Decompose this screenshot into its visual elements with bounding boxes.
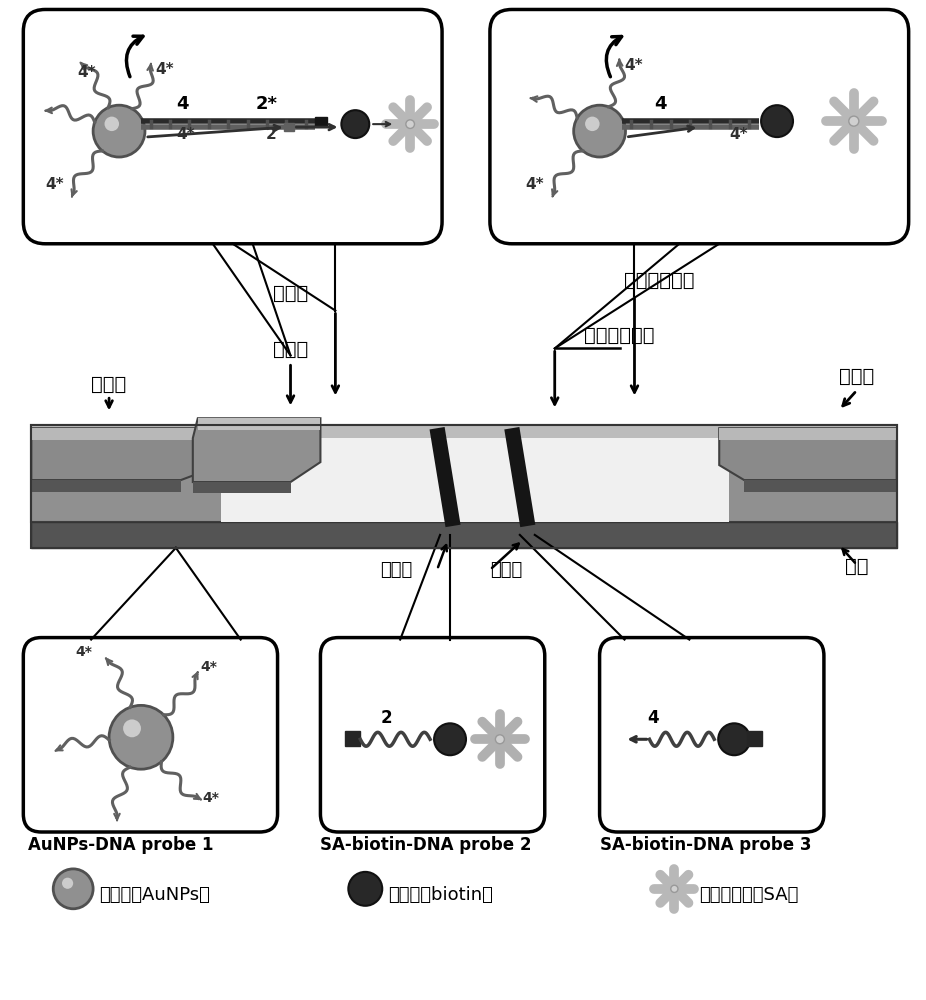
Text: 质控区: 质控区 bbox=[490, 561, 522, 579]
Circle shape bbox=[585, 117, 600, 131]
Text: 4*: 4* bbox=[201, 660, 218, 674]
Circle shape bbox=[342, 110, 369, 138]
Polygon shape bbox=[31, 428, 220, 480]
Text: SA-biotin-DNA probe 3: SA-biotin-DNA probe 3 bbox=[600, 836, 811, 854]
Text: 吸水纸: 吸水纸 bbox=[839, 367, 874, 386]
FancyBboxPatch shape bbox=[320, 638, 544, 832]
Bar bbox=[220, 438, 729, 522]
Bar bbox=[283, 123, 294, 131]
Polygon shape bbox=[31, 428, 220, 440]
Text: 金标垫: 金标垫 bbox=[273, 340, 308, 359]
Circle shape bbox=[495, 735, 505, 744]
Text: 4*: 4* bbox=[78, 65, 96, 80]
Text: 样品垫: 样品垫 bbox=[92, 375, 127, 394]
Text: 4*: 4* bbox=[525, 177, 544, 192]
Circle shape bbox=[109, 705, 173, 769]
Text: 4*: 4* bbox=[624, 58, 643, 73]
Text: 胶板: 胶板 bbox=[845, 557, 869, 576]
Text: 胶体金（AuNPs）: 胶体金（AuNPs） bbox=[99, 886, 210, 904]
Text: 确酸纤维素膜: 确酸纤维素膜 bbox=[584, 325, 655, 344]
Text: 4*: 4* bbox=[203, 791, 219, 805]
Bar bbox=[747, 731, 762, 746]
Text: 确酸纤维素膜: 确酸纤维素膜 bbox=[624, 271, 694, 290]
Text: 4*: 4* bbox=[76, 645, 93, 659]
Polygon shape bbox=[720, 428, 896, 480]
Text: 4: 4 bbox=[176, 95, 188, 113]
FancyBboxPatch shape bbox=[23, 638, 278, 832]
Circle shape bbox=[761, 105, 793, 137]
Polygon shape bbox=[193, 418, 320, 482]
Circle shape bbox=[62, 878, 73, 889]
Text: 4*: 4* bbox=[45, 177, 64, 192]
Circle shape bbox=[670, 885, 678, 892]
Text: 金标垫: 金标垫 bbox=[273, 284, 308, 303]
Text: AuNPs-DNA probe 1: AuNPs-DNA probe 1 bbox=[29, 836, 214, 854]
Text: 2: 2 bbox=[381, 709, 392, 727]
Text: 检测区: 检测区 bbox=[380, 561, 412, 579]
Text: 2: 2 bbox=[266, 127, 276, 142]
Polygon shape bbox=[31, 480, 181, 492]
Polygon shape bbox=[198, 418, 320, 430]
Polygon shape bbox=[193, 482, 291, 493]
FancyBboxPatch shape bbox=[490, 9, 908, 244]
Text: 4*: 4* bbox=[729, 127, 748, 142]
Text: 生物素（biotin）: 生物素（biotin） bbox=[388, 886, 494, 904]
Circle shape bbox=[123, 719, 141, 737]
Bar bbox=[345, 731, 360, 746]
Circle shape bbox=[574, 105, 625, 157]
Polygon shape bbox=[720, 428, 896, 440]
Circle shape bbox=[434, 723, 466, 755]
Circle shape bbox=[94, 105, 145, 157]
Text: 4: 4 bbox=[655, 95, 667, 113]
Text: 4*: 4* bbox=[176, 127, 194, 142]
Circle shape bbox=[348, 872, 382, 906]
Text: 2*: 2* bbox=[256, 95, 278, 113]
Circle shape bbox=[719, 723, 750, 755]
Text: 4: 4 bbox=[647, 709, 659, 727]
Circle shape bbox=[406, 120, 415, 128]
Bar bbox=[316, 117, 328, 126]
Text: 4*: 4* bbox=[156, 62, 174, 77]
Text: SA-biotin-DNA probe 2: SA-biotin-DNA probe 2 bbox=[320, 836, 532, 854]
Circle shape bbox=[105, 117, 119, 131]
FancyBboxPatch shape bbox=[600, 638, 824, 832]
Polygon shape bbox=[31, 425, 896, 522]
Text: 链震亲和素（SA）: 链震亲和素（SA） bbox=[699, 886, 798, 904]
Polygon shape bbox=[31, 522, 896, 548]
Polygon shape bbox=[745, 480, 896, 492]
FancyBboxPatch shape bbox=[23, 9, 442, 244]
Polygon shape bbox=[31, 425, 896, 438]
Circle shape bbox=[849, 116, 858, 126]
Circle shape bbox=[53, 869, 94, 909]
